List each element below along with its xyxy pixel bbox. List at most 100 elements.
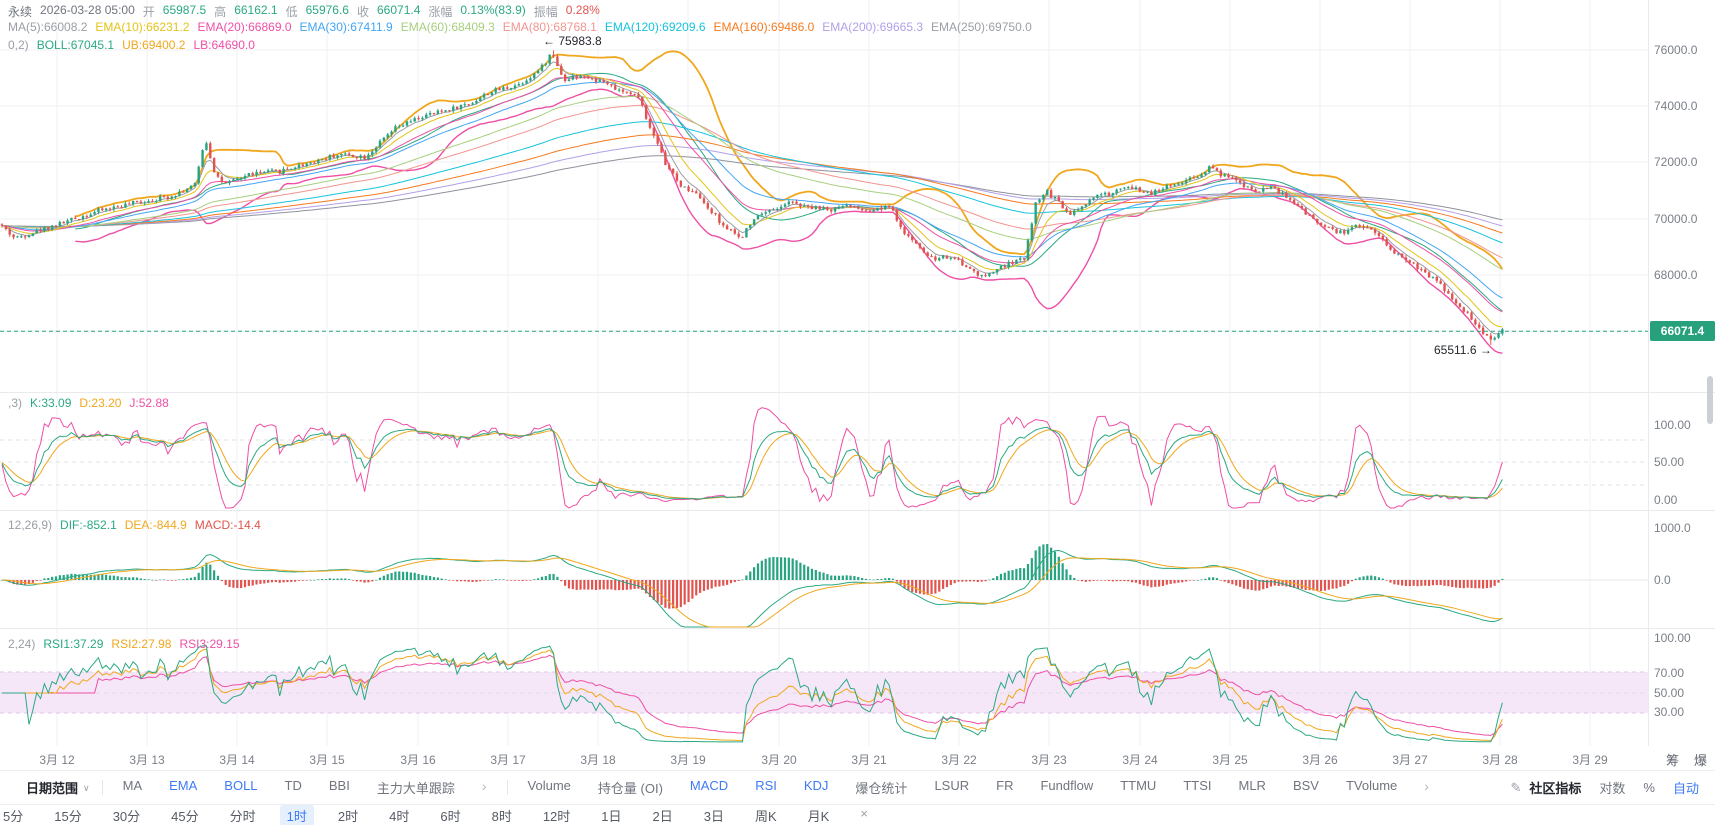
ema-legend-item: EMA(60):68409.3 [400, 20, 495, 34]
axis-tick: 1000.0 [1654, 521, 1691, 535]
axis-tick: 100.00 [1654, 631, 1691, 645]
axis-tick: 30.00 [1654, 705, 1685, 719]
indicator-toolbar: 日期范围 ∨ MA EMA BOLL TD BBI 主力大单跟踪 › Volume 持仓量 (… [0, 771, 1715, 805]
ohlc-field: 低 [285, 5, 298, 19]
ema-legend: MA(5):66008.2 EMA(10):66231.2 EMA(20):6686… [8, 20, 1032, 34]
edit-icon[interactable]: ✎ [1510, 779, 1522, 795]
toolbar-item[interactable]: MACD [689, 778, 729, 793]
auto-scale-toggle[interactable]: 自动 [1672, 781, 1699, 796]
community-indicators-button[interactable]: 社区指标 [1529, 781, 1582, 796]
axis-tick: 72000.0 [1654, 155, 1698, 169]
ohlc-field: 65976.6 [305, 3, 349, 17]
ema-legend-item: EMA(80):68768.1 [502, 20, 597, 34]
timeframe-item[interactable]: 30分 [112, 808, 141, 824]
chart-settings-group: ✎ 社区指标 对数% 自动 [1510, 778, 1699, 797]
log-scale-toggle[interactable]: 对数 [1599, 781, 1626, 796]
toolbar-item[interactable]: TVolume [1345, 778, 1398, 793]
timeframe-item[interactable]: 8时 [491, 808, 512, 824]
toolbar-item[interactable]: TD [284, 778, 302, 793]
axis-tick: 50.00 [1654, 455, 1685, 469]
boll-legend: 0,2) BOLL:67045.1 UB:69400.2 LB:64690.0 [8, 38, 255, 52]
toolbar-item[interactable]: LSUR [934, 778, 970, 793]
date-label: 3月 16 [400, 753, 436, 767]
toolbar-item[interactable]: Fundflow [1040, 778, 1094, 793]
axis-tick: 0.00 [1654, 493, 1678, 507]
timeframe-items: 5分 15分 30分 45分 分时 1时 2时 4时 6时 8时 12时 1日 2日 3日 周K 月K × [0, 804, 875, 825]
liquidation-button[interactable]: 爆 [1694, 753, 1708, 768]
rsi-legend-item: RSI2:27.98 [111, 637, 172, 651]
ohlc-field: 高 [214, 5, 227, 19]
chips-distribution-button[interactable]: 筹 [1666, 753, 1680, 768]
sub-indicator-group: Volume 持仓量 (OI) MACD RSI KDJ 爆仓统计 LSUR FR Fundfl… [528, 778, 1429, 797]
date-label: 3月 17 [490, 753, 526, 767]
toolbar-item[interactable]: TTMU [1120, 778, 1157, 793]
chevron-right-icon: › [1424, 778, 1429, 794]
toolbar-item[interactable]: 持仓量 (OI) [597, 781, 663, 796]
timeframe-item[interactable]: 15分 [54, 808, 82, 824]
percent-scale-toggle[interactable]: % [1643, 780, 1655, 795]
date-label: 3月 26 [1302, 753, 1338, 767]
date-label: 3月 15 [309, 753, 345, 767]
boll-legend-item: 0,2) [8, 38, 29, 52]
macd-legend-item: 12,26,9) [8, 518, 53, 532]
date-label: 3月 20 [761, 753, 797, 767]
timeframe-bar: 5分 15分 30分 45分 分时 1时 2时 4时 6时 8时 12时 1日 2日 3日 周K 月K × [0, 804, 1715, 825]
timeframe-item[interactable]: 12时 [542, 808, 571, 824]
ohlc-field: 66162.1 [234, 3, 278, 17]
kdj-legend: ,3) K:33.09 D:23.20 J:52.88 [8, 396, 169, 410]
timeframe-item[interactable]: 月K [807, 808, 830, 824]
date-axis: 3月 12 3月 13 3月 14 3月 15 3月 16 3月 17 3月 18 3月 19… [0, 746, 1715, 771]
date-label: 3月 12 [39, 753, 75, 767]
timeframe-item[interactable]: 6时 [440, 808, 461, 824]
ohlc-field: 0.28% [565, 3, 600, 17]
toolbar-item[interactable]: 爆仓统计 [855, 781, 908, 796]
toolbar-item[interactable]: BBI [328, 778, 350, 793]
price-axis[interactable]: 76000.0 74000.0 72000.0 70000.0 68000.0 100.0… [1654, 0, 1714, 746]
boll-legend-item: UB:69400.2 [122, 38, 186, 52]
close-icon[interactable]: × [860, 805, 868, 821]
timeframe-item[interactable]: 4时 [389, 808, 410, 824]
toolbar-item[interactable]: FR [996, 778, 1014, 793]
ema-legend-item: EMA(250):69750.0 [931, 20, 1032, 34]
ohlc-field: 开 [142, 5, 155, 19]
rsi-legend-item: RSI3:29.15 [179, 637, 240, 651]
ohlc-header: 永续 2026-03-28 05:00 开 65987.5 高 66162.1 低 65976… [8, 3, 600, 20]
timeframe-item[interactable]: 1时 [279, 804, 314, 825]
timeframe-item[interactable]: 2时 [337, 808, 359, 824]
kdj-legend-item: J:52.88 [129, 396, 169, 410]
timeframe-item[interactable]: 周K [755, 808, 777, 824]
divider [506, 780, 508, 795]
chevron-down-icon: ∨ [83, 783, 90, 793]
toolbar-item[interactable]: RSI [755, 778, 777, 793]
toolbar-item[interactable]: KDJ [803, 778, 829, 793]
toolbar-item[interactable]: EMA [169, 778, 198, 793]
low-annotation: 65511.6 → [1434, 343, 1492, 357]
toolbar-item[interactable]: MLR [1238, 778, 1266, 793]
last-price-tag: 66071.4 [1650, 321, 1715, 341]
axis-tick: 70.00 [1654, 666, 1685, 680]
axis-tick: 100.00 [1654, 418, 1691, 432]
ohlc-field: 65987.5 [162, 3, 207, 17]
timeframe-item[interactable]: 5分 [3, 808, 24, 824]
timeframe-item[interactable]: 3日 [703, 808, 724, 824]
axis-tools: 筹爆 [0, 746, 1715, 771]
toolbar-item[interactable]: TTSI [1183, 778, 1212, 793]
toolbar-item[interactable]: BOLL [224, 778, 258, 793]
timeframe-item[interactable]: 分时 [229, 808, 256, 824]
date-range-button[interactable]: 日期范围 ∨ [26, 778, 90, 797]
overlay-indicator-group: MA EMA BOLL TD BBI 主力大单跟踪 › [123, 778, 487, 797]
toolbar-item[interactable]: MA [122, 778, 143, 793]
toolbar-item[interactable]: 主力大单跟踪 [376, 781, 455, 796]
timeframe-item[interactable]: 45分 [171, 808, 199, 824]
rsi-legend-item: RSI1:37.29 [43, 637, 104, 651]
divider [101, 780, 103, 795]
scrollbar-thumb[interactable] [1707, 376, 1713, 424]
chart-region[interactable]: 永续 2026-03-28 05:00 开 65987.5 高 66162.1 低 65976… [0, 0, 1715, 746]
date-label: 3月 29 [1572, 753, 1608, 767]
timeframe-item[interactable]: 1日 [601, 808, 622, 824]
toolbar-item[interactable]: BSV [1292, 778, 1319, 793]
toolbar-item[interactable]: Volume [527, 778, 571, 793]
ohlc-field: 2026-03-28 05:00 [40, 3, 135, 17]
candlestick-chart [0, 0, 1715, 746]
timeframe-item[interactable]: 2日 [652, 808, 673, 824]
